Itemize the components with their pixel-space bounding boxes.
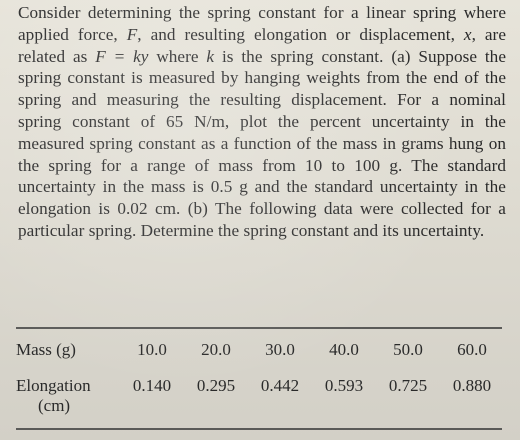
elongation-value: 0.442 <box>260 376 300 395</box>
problem-text-4: where <box>148 46 207 66</box>
variable-F: F <box>126 24 138 44</box>
equation: F = ky <box>95 46 149 66</box>
elongation-label: Elongation (cm) <box>16 376 120 416</box>
data-table: Mass (g) 10.0 20.0 30.0 40.0 50.0 60.0 E… <box>16 340 504 416</box>
elongation-row: Elongation (cm) 0.140 0.295 0.442 0.593 0… <box>16 376 504 416</box>
mass-value: 10.0 <box>137 340 167 359</box>
mass-value: 50.0 <box>393 340 423 359</box>
table-top-rule <box>16 327 502 329</box>
variable-k: k <box>206 46 215 66</box>
problem-statement: Consider determining the spring constant… <box>18 2 506 242</box>
elongation-value: 0.295 <box>196 376 236 395</box>
mass-row: Mass (g) 10.0 20.0 30.0 40.0 50.0 60.0 <box>16 340 504 376</box>
elongation-value: 0.725 <box>388 376 428 395</box>
problem-text-2: , and resulting elongation or displaceme… <box>137 24 464 44</box>
mass-value: 40.0 <box>329 340 359 359</box>
table-bottom-rule <box>16 428 502 430</box>
problem-text-5: is the spring constant. (a) Suppose the … <box>18 46 506 240</box>
mass-value: 30.0 <box>265 340 295 359</box>
mass-value: 60.0 <box>457 340 487 359</box>
variable-x: x <box>463 24 472 44</box>
elongation-value: 0.593 <box>324 376 364 395</box>
elongation-label-line1: Elongation <box>16 376 91 395</box>
mass-label: Mass (g) <box>16 340 76 359</box>
elongation-label-line2: (cm) <box>38 396 71 415</box>
elongation-value: 0.140 <box>132 376 172 395</box>
problem-text-3: , are related as <box>18 24 507 66</box>
problem-text-1: Consider determining the spring constant… <box>18 3 506 44</box>
elongation-value: 0.880 <box>452 376 492 395</box>
mass-value: 20.0 <box>201 340 231 359</box>
